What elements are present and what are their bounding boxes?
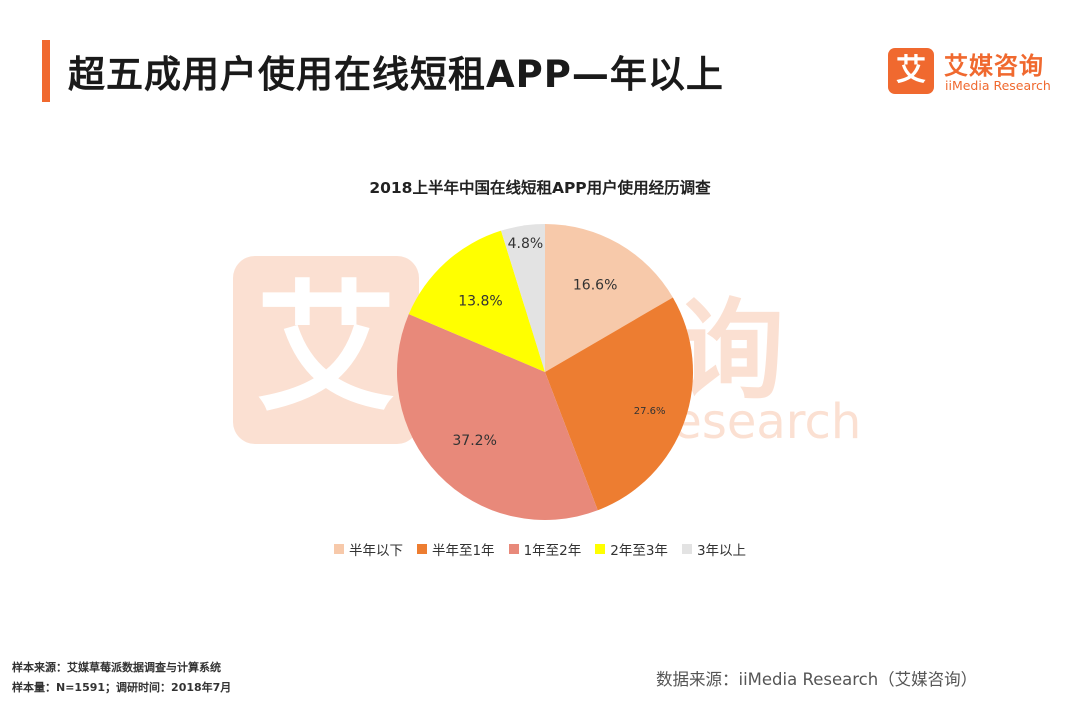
- pie-slice: [501, 224, 545, 372]
- pie-data-label: 27.6%: [634, 406, 666, 417]
- legend-swatch: [595, 544, 606, 554]
- chart-title: 2018上半年中国在线短租APP用户使用经历调查: [369, 179, 711, 197]
- legend-swatch: [333, 544, 344, 554]
- brand-name-en: iiMedia Research: [945, 78, 1051, 93]
- brand-mark-icon: 艾: [888, 48, 934, 94]
- page-title: 超五成用户使用在线短租APP—年以上: [68, 53, 724, 96]
- data-source: 数据来源：iiMedia Research（艾媒咨询）: [656, 670, 978, 689]
- legend-swatch: [681, 544, 692, 554]
- brand-logo: 艾 艾媒咨询 iiMedia Research: [888, 46, 1063, 102]
- sample-source: 样本来源：艾媒草莓派数据调查与计算系统: [12, 661, 221, 674]
- legend-label: 1年至2年: [523, 543, 582, 559]
- legend-label: 半年至1年: [431, 543, 495, 559]
- legend-item: 半年以下: [333, 539, 403, 559]
- legend-item: 半年至1年: [416, 539, 495, 559]
- pie-data-label: 13.8%: [458, 294, 502, 310]
- pie-slice: [545, 297, 693, 511]
- pie-data-label: 37.2%: [452, 433, 496, 449]
- pie-slice: [397, 314, 598, 520]
- footer-sample-info: 样本来源：艾媒草莓派数据调查与计算系统 样本量：N=1591；调研时间：2018…: [12, 658, 231, 698]
- legend-swatch: [416, 544, 427, 554]
- legend-swatch: [508, 544, 519, 554]
- pie-slice: [545, 224, 673, 372]
- brand-name-cn: 艾媒咨询: [944, 52, 1044, 80]
- pie-slice: [408, 230, 545, 372]
- pie-data-label: 16.6%: [573, 278, 617, 294]
- legend-label: 2年至3年: [610, 543, 668, 559]
- legend-item: 2年至3年: [595, 539, 668, 559]
- sample-size: 样本量：N=1591；调研时间：2018年7月: [12, 681, 232, 694]
- pie-data-label: 4.8%: [508, 236, 544, 252]
- chart-legend: 半年以下 半年至1年 1年至2年 2年至3年 3年以上: [0, 539, 1080, 559]
- legend-label: 3年以上: [696, 543, 747, 559]
- legend-label: 半年以下: [348, 543, 403, 559]
- title-accent-bar: [42, 40, 50, 102]
- legend-item: 1年至2年: [508, 539, 582, 559]
- legend-item: 3年以上: [681, 539, 747, 559]
